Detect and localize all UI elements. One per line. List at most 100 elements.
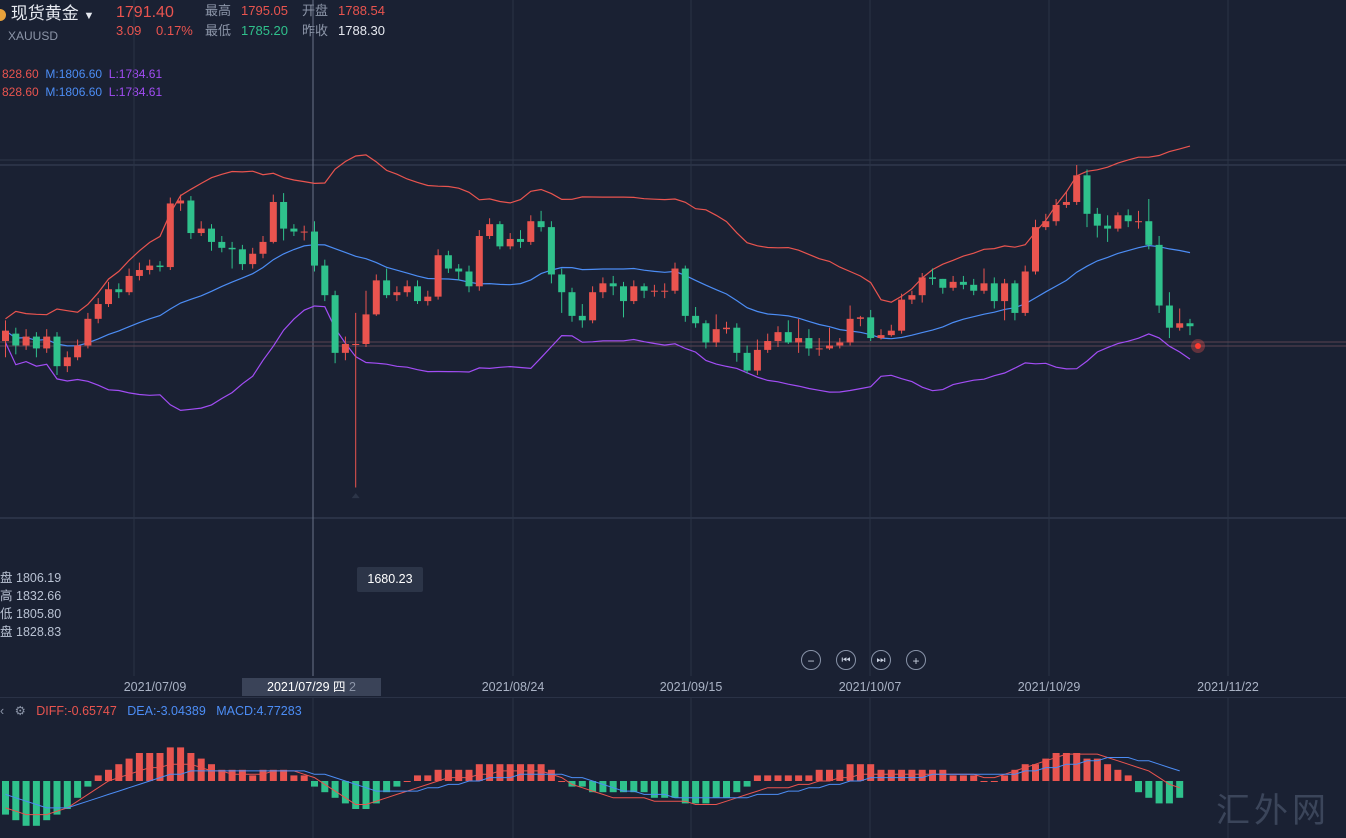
candle [784, 320, 792, 344]
zoom-out-button[interactable]: − [801, 650, 821, 670]
macd-bar [1083, 758, 1091, 781]
candle [1001, 278, 1009, 321]
macd-bar [661, 781, 669, 798]
macd-bar [414, 775, 421, 781]
candle [1073, 165, 1081, 205]
candle-body [918, 277, 926, 296]
collapse-icon[interactable]: ‹ [0, 704, 5, 718]
candle [372, 274, 380, 316]
macd-bar [115, 764, 123, 781]
macd-bar [856, 764, 864, 781]
macd-chart[interactable] [0, 697, 1346, 838]
scroll-start-button[interactable]: ⏮ [836, 650, 856, 670]
candle [465, 265, 473, 293]
candle-body [496, 224, 504, 247]
candle [197, 221, 205, 236]
macd-bar [918, 769, 926, 781]
chevron-down-icon[interactable]: ▼ [83, 10, 95, 22]
candle-body [166, 203, 174, 268]
boll-lower-label: L:1784.61 [108, 85, 163, 99]
macd-bar [753, 775, 761, 781]
candle-body [712, 329, 720, 343]
candle-body [846, 318, 854, 343]
candle-body [125, 275, 133, 293]
candle-body [733, 327, 741, 353]
macd-bar [568, 781, 576, 787]
macd-bar [1155, 781, 1163, 804]
price-chart[interactable] [0, 0, 1346, 676]
macd-bar [517, 764, 524, 781]
macd-bar [650, 781, 658, 798]
candle-body [372, 280, 380, 315]
candle [74, 339, 82, 361]
macd-bar [1073, 753, 1081, 781]
candle-body [12, 333, 20, 346]
macd-bar [527, 764, 535, 781]
candle-body [414, 286, 421, 302]
candle [939, 278, 947, 294]
settings-gear-icon[interactable]: ⚙ [14, 704, 26, 718]
boll-upper-label: 828.60 [2, 67, 39, 81]
macd-bar [125, 758, 133, 781]
candle-body [424, 296, 432, 302]
candle-body [970, 284, 978, 291]
macd-bar [1052, 753, 1060, 781]
candle [1155, 236, 1163, 313]
candle-body [94, 304, 102, 319]
candle [424, 290, 432, 306]
candle-body [352, 343, 360, 345]
candle [609, 275, 617, 296]
crosshair-date-label: 2021/07/29 四 2 [242, 678, 381, 696]
macd-bar [496, 764, 504, 781]
macd-bar [321, 781, 329, 793]
macd-bar [609, 781, 617, 793]
macd-bar [187, 753, 195, 781]
macd-bar [393, 781, 401, 787]
candle-body [311, 231, 318, 266]
candle-body [980, 283, 988, 291]
candle-body [2, 330, 9, 342]
macd-bar [352, 781, 360, 809]
symbol-selector[interactable]: 现货黄金 ▼ [0, 4, 94, 26]
candle-body [517, 238, 524, 242]
macd-bar [681, 781, 689, 804]
zoom-in-button[interactable]: + [906, 650, 926, 670]
macd-bar [723, 781, 730, 798]
candle-body [321, 265, 329, 296]
candle [238, 244, 246, 271]
candle-body [32, 336, 40, 349]
macd-bar [372, 781, 380, 804]
candle [877, 329, 885, 340]
macd-bar [826, 769, 833, 781]
macd-bar [197, 758, 205, 781]
candle [753, 339, 761, 376]
candle-body [547, 227, 555, 275]
open-value: 1788.54 [338, 3, 385, 18]
x-tick-label: 2021/10/07 [838, 680, 902, 694]
macd-bar [784, 775, 792, 781]
macd-bar [74, 781, 82, 798]
candle-body [105, 289, 112, 305]
macd-bar [53, 781, 61, 815]
candle-body [53, 336, 61, 367]
boll-upper-label: 828.60 [2, 85, 39, 99]
candle [311, 221, 318, 272]
macd-bar [434, 769, 442, 781]
candle [63, 351, 71, 373]
x-tick-label: 2021/09/15 [659, 680, 723, 694]
current-price-dot [1195, 343, 1201, 349]
macd-bar [1165, 781, 1173, 804]
low-price-marker: 1680.23 [357, 567, 423, 592]
candle-body [187, 200, 195, 234]
macd-bar [331, 781, 339, 798]
macd-bar [1011, 769, 1019, 781]
scroll-end-button[interactable]: ⏭ [871, 650, 891, 670]
candle [1042, 213, 1050, 231]
candle [1032, 219, 1039, 275]
macd-bar [620, 781, 627, 793]
candle [661, 283, 669, 299]
candle [187, 196, 195, 239]
candle-body [486, 224, 494, 236]
macd-bar [949, 775, 957, 781]
x-tick-label: 2021/08/24 [481, 680, 545, 694]
